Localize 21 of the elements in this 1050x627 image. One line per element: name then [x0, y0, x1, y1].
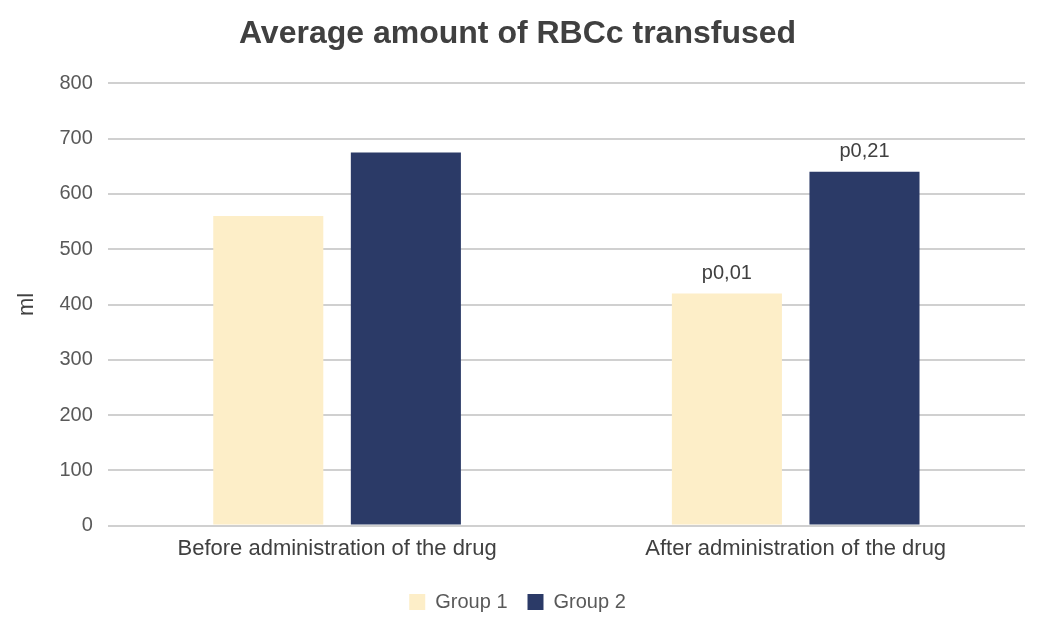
- y-axis-title: ml: [13, 292, 39, 317]
- data-label: p0,21: [839, 139, 890, 162]
- y-tick-label: 600: [59, 181, 93, 204]
- y-tick-label: 700: [59, 126, 93, 149]
- bar: [809, 171, 920, 525]
- data-label: p0,01: [701, 260, 752, 283]
- legend-label: Group 2: [553, 589, 626, 612]
- x-tick-label: Before administration of the drug: [177, 534, 497, 560]
- bar: [213, 216, 324, 525]
- chart-title: Average amount of RBCc transfused: [238, 14, 797, 51]
- y-tick-label: 100: [59, 457, 93, 480]
- y-tick-label: 300: [59, 347, 93, 370]
- y-tick-label: 200: [59, 402, 93, 425]
- legend-label: Group 1: [435, 589, 508, 612]
- y-tick-label: 0: [81, 513, 93, 536]
- bar: [671, 293, 782, 525]
- x-tick-label: After administration of the drug: [645, 534, 947, 560]
- y-tick-label: 500: [59, 236, 93, 259]
- y-tick-label: 800: [59, 70, 93, 93]
- y-tick-label: 400: [59, 292, 93, 315]
- bar: [350, 152, 461, 525]
